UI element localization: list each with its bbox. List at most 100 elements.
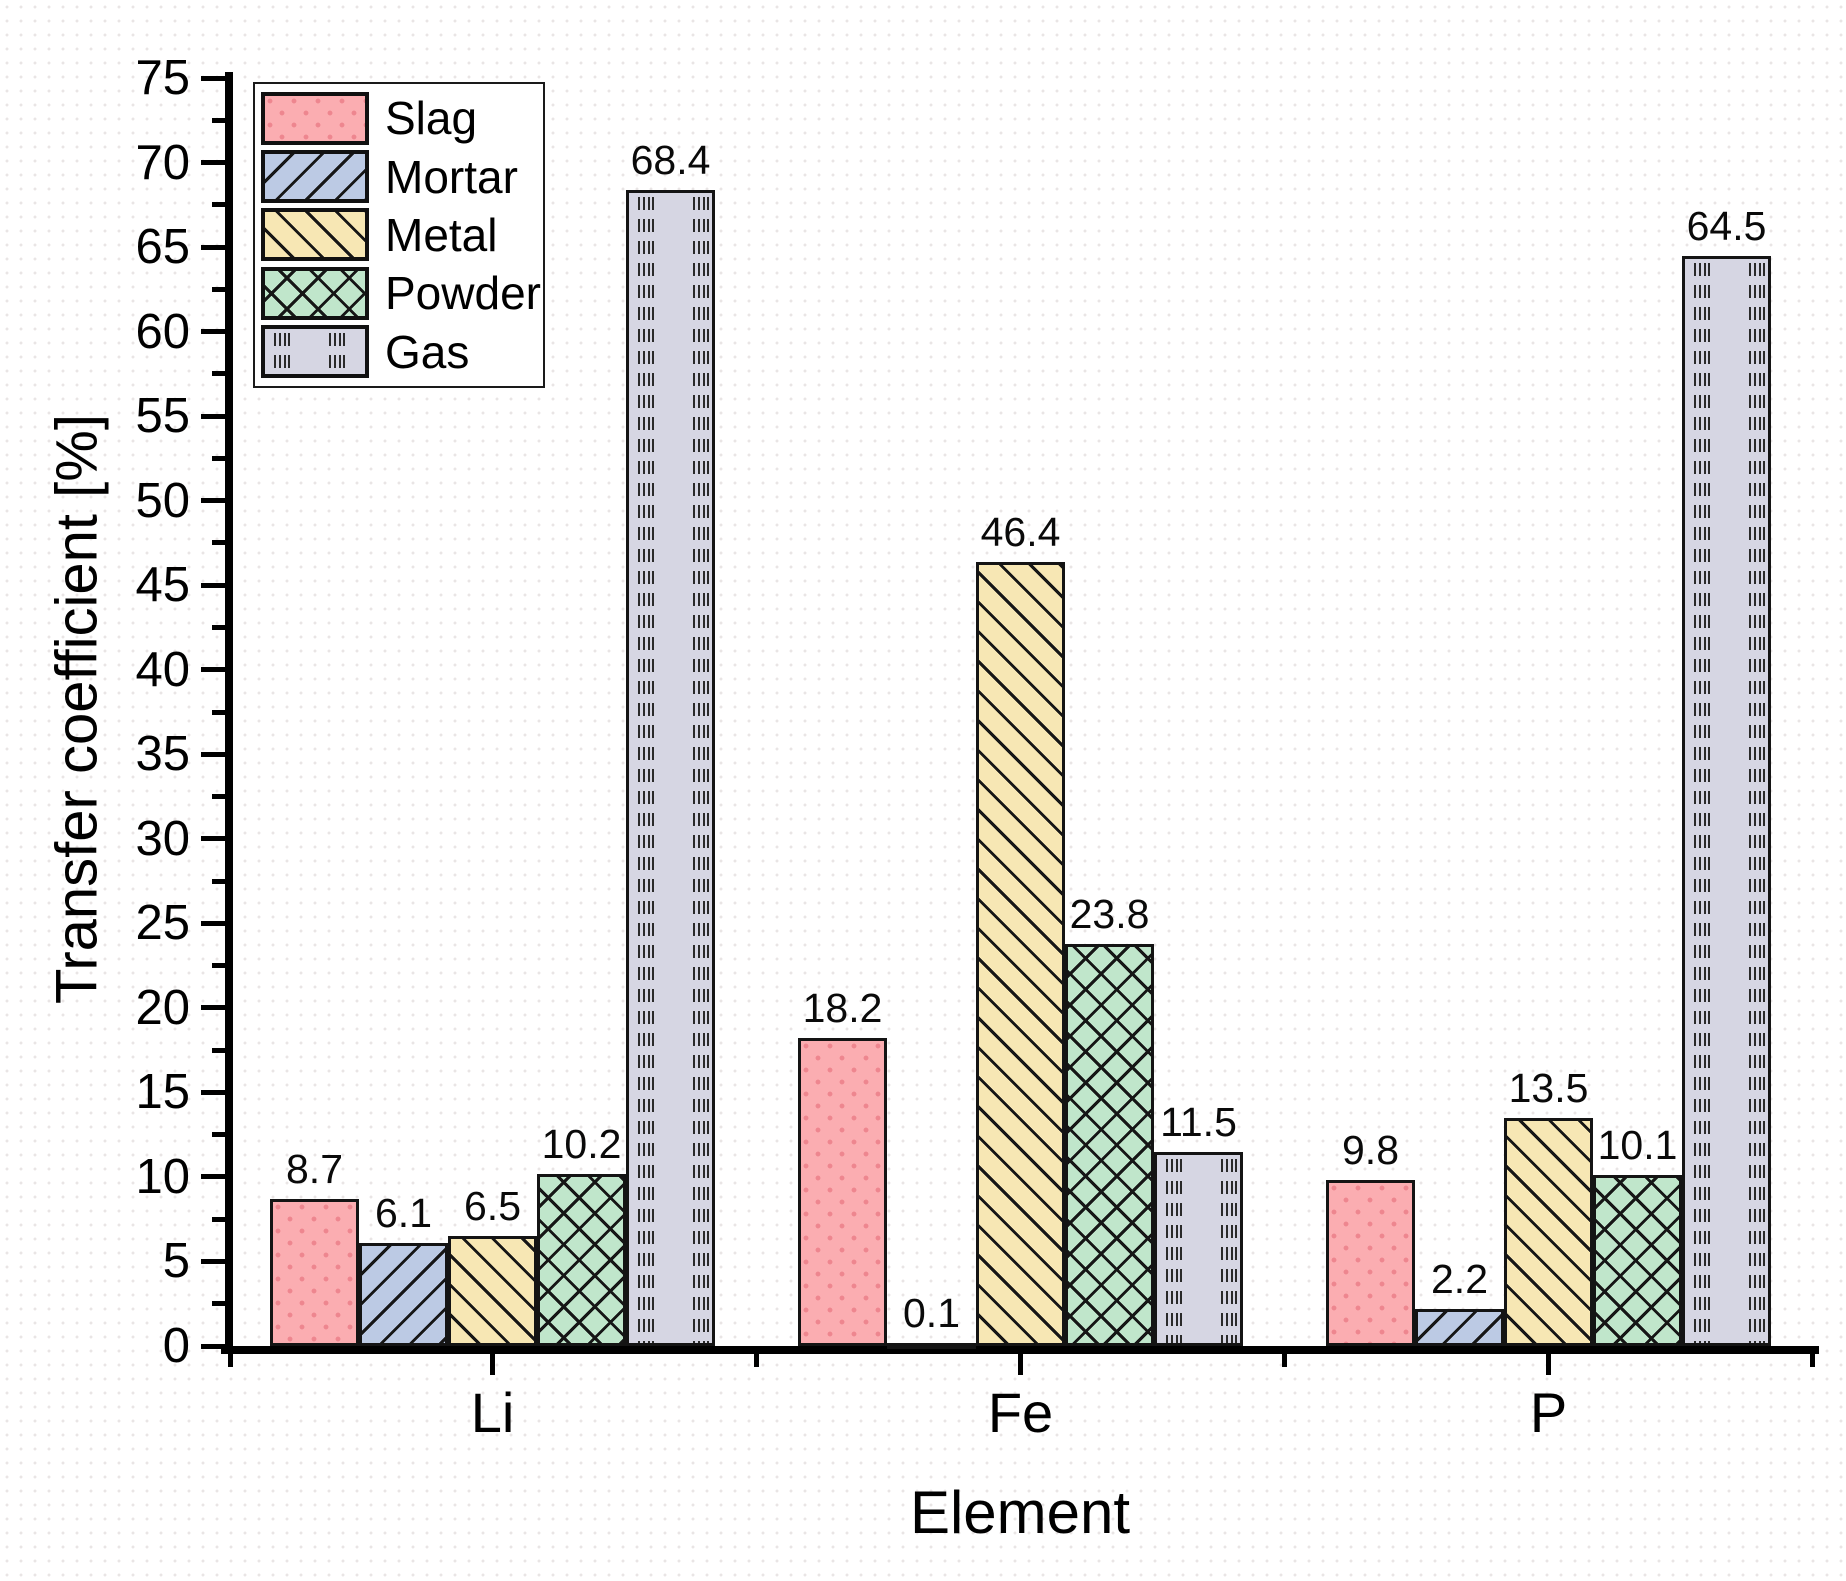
x-major-tick (1546, 1354, 1551, 1375)
y-tick-label: 65 (135, 220, 190, 275)
y-tick-label: 0 (162, 1319, 190, 1373)
y-minor-tick (212, 1301, 225, 1307)
bar-value-label: 6.1 (375, 1189, 432, 1236)
y-minor-tick (212, 878, 225, 884)
y-major-tick (201, 836, 225, 842)
y-major-tick (201, 1343, 225, 1349)
bar-metal-fe (976, 561, 1065, 1346)
y-minor-tick (212, 1216, 225, 1222)
x-boundary-tick (227, 1354, 233, 1367)
bar-value-label: 64.5 (1686, 202, 1767, 249)
legend-swatch-gas (261, 325, 369, 379)
bar-slag-fe (798, 1038, 887, 1346)
y-minor-tick (212, 963, 225, 969)
y-tick-label: 10 (135, 1149, 190, 1204)
bar-value-label: 6.5 (464, 1183, 521, 1230)
y-tick-label: 60 (135, 304, 190, 359)
y-tick-label: 45 (135, 558, 190, 613)
legend-item-metal: Metal (261, 207, 543, 263)
y-minor-tick (212, 709, 225, 715)
legend-swatch-powder (261, 266, 369, 320)
y-tick-label: 30 (135, 811, 190, 866)
x-category-label: P (1529, 1381, 1568, 1444)
x-boundary-tick (754, 1354, 759, 1367)
y-major-tick (201, 920, 225, 926)
y-tick-label: 75 (135, 51, 190, 105)
y-minor-tick (212, 286, 225, 292)
legend-label: Powder (385, 267, 541, 320)
bar-powder-fe (1065, 943, 1154, 1346)
y-major-tick (201, 413, 225, 419)
x-category-label: Fe (987, 1381, 1054, 1444)
y-tick-label: 35 (135, 727, 190, 782)
bar-metal-li (448, 1236, 537, 1346)
legend: Slag Mortar Metal Powder Gas (253, 82, 545, 388)
bar-value-label: 10.1 (1597, 1122, 1678, 1169)
legend-swatch-mortar (261, 150, 369, 204)
bar-value-label: 10.2 (541, 1120, 622, 1167)
y-tick-label: 20 (135, 980, 190, 1035)
legend-swatch-metal (261, 208, 369, 262)
y-major-tick (201, 667, 225, 673)
y-minor-tick (212, 371, 225, 377)
bar-mortar-p (1415, 1308, 1504, 1346)
y-tick-label: 5 (162, 1234, 190, 1289)
y-axis-line (225, 72, 233, 1354)
y-minor-tick (212, 1047, 225, 1053)
y-major-tick (201, 1258, 225, 1264)
bar-powder-p (1593, 1175, 1682, 1346)
bar-value-label: 0.1 (903, 1290, 960, 1336)
y-minor-tick (212, 794, 225, 800)
bar-metal-p (1504, 1117, 1593, 1346)
bar-value-label: 68.4 (630, 136, 711, 183)
y-major-tick (201, 244, 225, 250)
y-major-tick (201, 160, 225, 166)
legend-swatch-slag (261, 91, 369, 145)
y-major-tick (201, 75, 225, 81)
y-major-tick (201, 751, 225, 757)
bar-slag-li (270, 1198, 359, 1346)
bar-value-label: 8.7 (286, 1145, 343, 1192)
bar-value-label: 9.8 (1342, 1127, 1399, 1174)
y-minor-tick (212, 540, 225, 546)
bar-slag-p (1326, 1180, 1415, 1346)
y-tick-label: 55 (135, 389, 190, 444)
bar-value-label: 23.8 (1069, 890, 1150, 937)
legend-item-powder: Powder (261, 265, 543, 321)
y-major-tick (201, 329, 225, 335)
y-major-tick (201, 1089, 225, 1095)
y-minor-tick (212, 1132, 225, 1138)
legend-label: Metal (385, 208, 498, 261)
bar-gas-li (626, 189, 715, 1346)
bar-value-label: 2.2 (1431, 1255, 1488, 1302)
y-major-tick (201, 1174, 225, 1180)
legend-item-mortar: Mortar (261, 149, 543, 205)
bar-gas-fe (1154, 1151, 1243, 1346)
y-minor-tick (212, 202, 225, 208)
legend-label: Slag (385, 92, 478, 145)
bar-value-label: 13.5 (1508, 1064, 1589, 1111)
legend-label: Gas (385, 325, 470, 378)
y-tick-label: 15 (135, 1065, 190, 1120)
y-tick-label: 50 (135, 473, 190, 528)
y-tick-label: 70 (135, 135, 190, 190)
y-tick-label: 25 (135, 896, 190, 951)
legend-item-gas: Gas (261, 324, 543, 380)
bar-value-label: 11.5 (1160, 1098, 1237, 1145)
x-major-tick (490, 1354, 495, 1375)
y-tick-label: 40 (135, 642, 190, 697)
y-minor-tick (212, 455, 225, 461)
legend-label: Mortar (385, 150, 518, 203)
y-minor-tick (212, 117, 225, 123)
bar-gas-p (1682, 255, 1771, 1346)
bar-powder-li (537, 1173, 626, 1346)
y-major-tick (201, 582, 225, 588)
y-major-tick (201, 498, 225, 504)
x-boundary-tick (1809, 1354, 1815, 1367)
legend-item-slag: Slag (261, 90, 543, 146)
bar-value-label: 18.2 (802, 985, 883, 1032)
x-axis-title: Element (909, 1479, 1131, 1546)
bar-value-label: 46.4 (980, 508, 1061, 555)
x-axis-line (221, 1346, 1819, 1354)
